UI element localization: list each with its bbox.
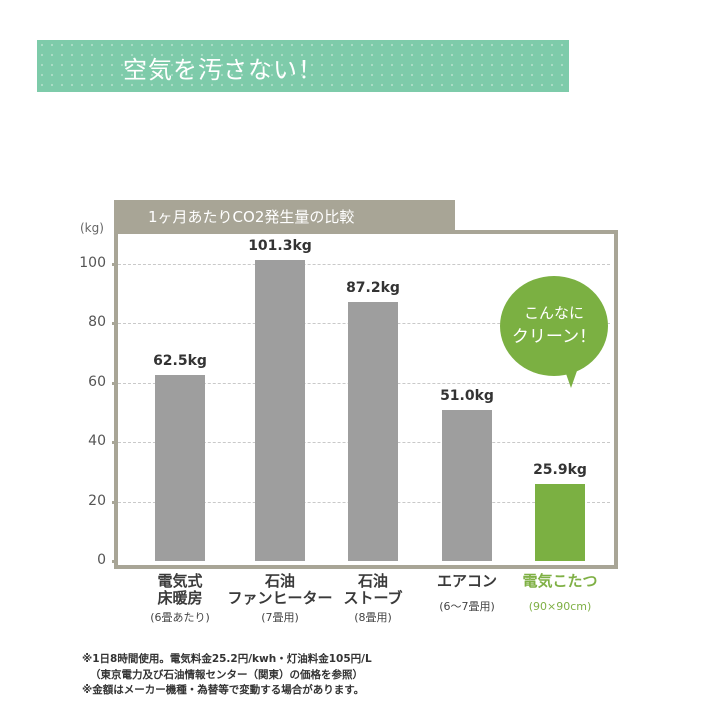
category-name: エアコン [436, 572, 497, 590]
chart-title: 1ヶ月あたりCO2発生量の比較 [148, 208, 355, 226]
category-note: (7畳用) [261, 611, 299, 624]
footnote-3: ※金額はメーカー機種・為替等で変動する場合があります。 [82, 684, 365, 696]
bar [348, 302, 398, 561]
callout-line-1: こんなに [523, 304, 584, 322]
footnotes: ※1日8時間使用。電気料金25.2円/kwh・灯油料金105円/L （東京電力及… [82, 652, 372, 699]
y-tick-label: 60 [88, 373, 106, 390]
callout-bubble: こんなに クリーン！ [500, 276, 608, 376]
bar-value-label: 25.9kg [533, 462, 587, 479]
category-name: 石油 [264, 572, 295, 590]
banner-title: 空気を汚さない！ [123, 56, 323, 84]
bar-value-label: 87.2kg [346, 280, 400, 297]
y-tick-label: 20 [88, 492, 106, 509]
bar [442, 409, 492, 561]
footnote-1: ※1日8時間使用。電気料金25.2円/kwh・灯油料金105円/L [82, 653, 372, 665]
y-tick-mark [112, 263, 118, 266]
callout-line-2: クリーン！ [511, 327, 597, 347]
y-tick-mark [112, 322, 118, 326]
footnote-2: （東京電力及び石油情報センター（関東）の価格を参照） [90, 668, 363, 681]
y-tick-mark [112, 560, 118, 563]
callout-tail [564, 368, 578, 388]
category-name: 床暖房 [157, 589, 203, 607]
category-name: 石油 [357, 572, 388, 590]
category-note: (6畳あたり) [150, 611, 210, 624]
y-tick-label: 100 [79, 255, 106, 271]
bar-value-label: 51.0kg [440, 387, 494, 404]
category-label: 電気こたつ (90×90cm) [495, 573, 625, 614]
category-label: エアコン (6〜7畳用) [402, 573, 532, 614]
bar [255, 260, 305, 561]
bar-value-label: 62.5kg [153, 353, 207, 370]
bar-value-label: 101.3kg [248, 238, 312, 255]
bar [535, 484, 585, 561]
category-name: 電気式 [157, 572, 203, 590]
category-label: 石油 ストーブ (8畳用) [308, 573, 438, 625]
category-name: ファンヒーター [227, 589, 333, 607]
y-tick-label: 40 [88, 433, 106, 450]
chart-title-box: 1ヶ月あたりCO2発生量の比較 [114, 200, 455, 233]
category-note: (6〜7畳用) [439, 600, 495, 613]
category-note: (90×90cm) [528, 600, 592, 613]
y-tick-mark [112, 441, 118, 445]
bar [155, 375, 205, 561]
y-axis-unit: (kg) [80, 221, 104, 235]
y-tick-mark [112, 500, 118, 504]
category-note: (8畳用) [354, 611, 392, 624]
y-tick-label: 80 [88, 314, 106, 331]
category-label: 電気式 床暖房 (6畳あたり) [115, 573, 245, 625]
y-tick-mark [112, 381, 118, 385]
header-banner: 空気を汚さない！ [37, 40, 569, 92]
category-label: 石油 ファンヒーター (7畳用) [215, 573, 345, 625]
category-name: ストーブ [343, 589, 403, 607]
y-tick-label: 0 [97, 552, 106, 568]
gridline [118, 264, 610, 265]
category-name: 電気こたつ [522, 572, 598, 590]
